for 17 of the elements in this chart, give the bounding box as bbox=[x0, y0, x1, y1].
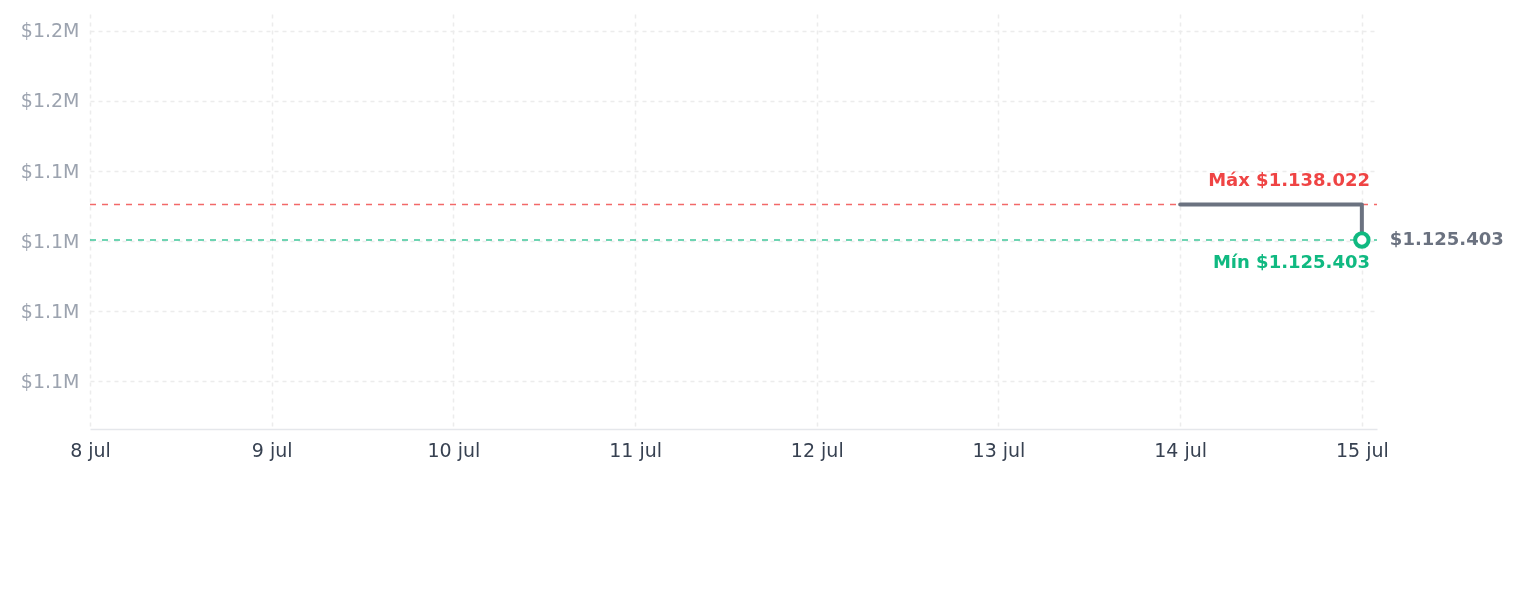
x-tick-label: 15 jul bbox=[1335, 438, 1389, 461]
x-tick-label: 11 jul bbox=[609, 438, 662, 461]
x-tick-label: 14 jul bbox=[1154, 438, 1208, 461]
y-tick-label: $1.1M bbox=[20, 369, 80, 392]
y-tick-label: $1.2M bbox=[20, 89, 80, 112]
x-tick-label: 10 jul bbox=[427, 438, 481, 461]
annotation: $1.125.403 bbox=[1389, 228, 1504, 249]
ref-line-label: Máx $1.138.022 bbox=[1208, 168, 1370, 190]
x-tick-label: 13 jul bbox=[972, 438, 1026, 461]
y-tick-label: $1.1M bbox=[20, 299, 80, 322]
y-tick-label: $1.1M bbox=[20, 159, 80, 182]
y-tick-label: $1.1M bbox=[20, 229, 80, 252]
x-tick-label: 8 jul bbox=[70, 438, 111, 461]
x-tick-label: 9 jul bbox=[251, 438, 293, 461]
y-tick-label: $1.2M bbox=[20, 19, 80, 42]
ref-line-label: Mín $1.125.403 bbox=[1212, 251, 1370, 272]
x-tick-label: 12 jul bbox=[790, 438, 844, 461]
